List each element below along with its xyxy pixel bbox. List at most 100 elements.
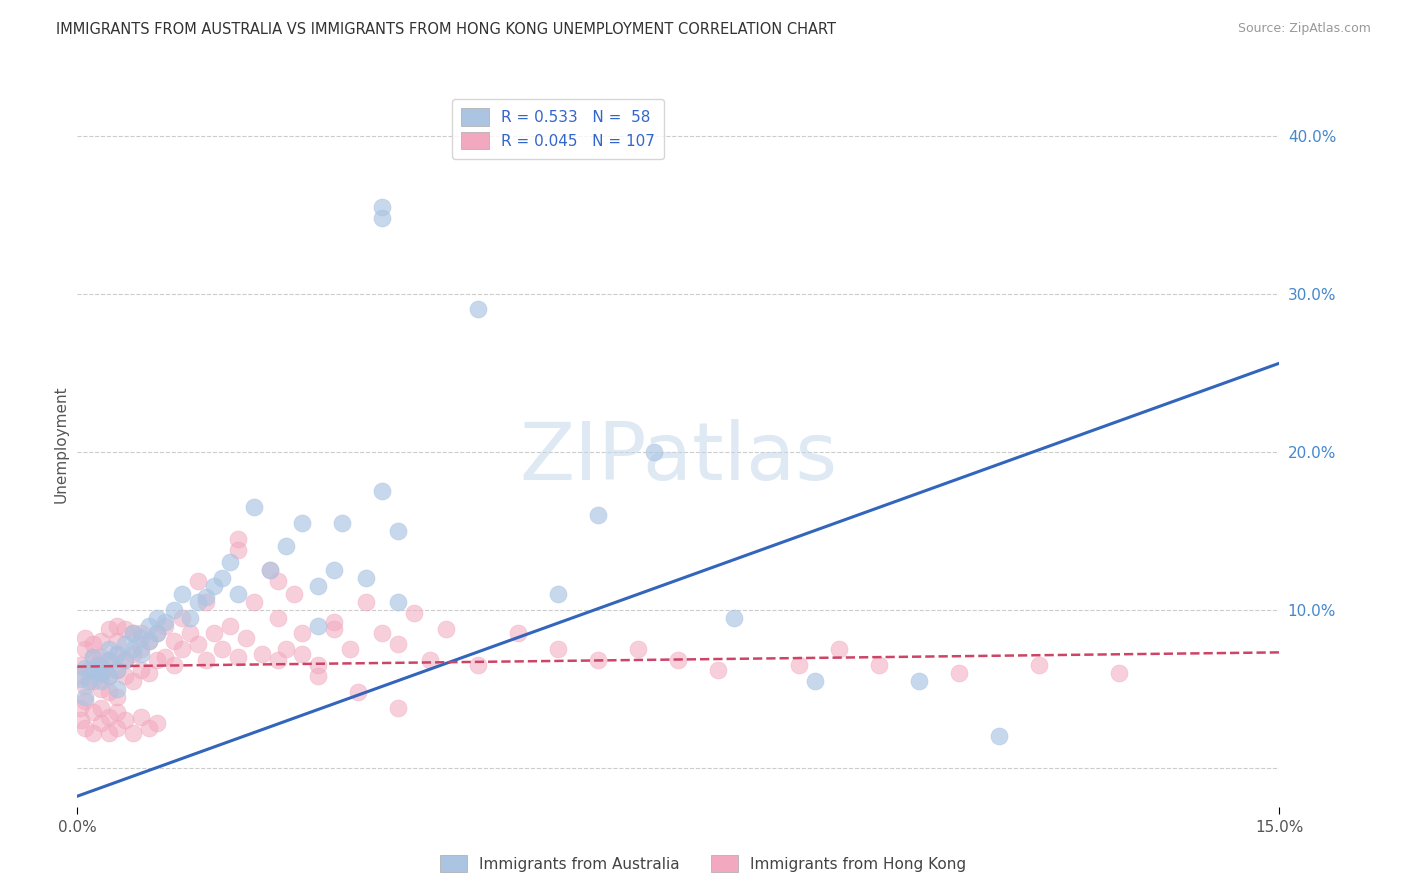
Point [114, 714, 136, 728]
Point [75, 690, 97, 704]
Point [131, 631, 153, 645]
Point [82, 673, 104, 688]
Point [259, 563, 281, 577]
Point [75, 721, 97, 735]
Point [354, 595, 377, 609]
Point [114, 622, 136, 636]
Point [107, 681, 129, 696]
Point [79, 673, 101, 688]
Point [179, 610, 201, 624]
Point [242, 500, 264, 514]
Point [86, 665, 108, 680]
Point [194, 590, 217, 604]
Point [75, 631, 97, 645]
Point [90, 673, 112, 688]
Point [170, 610, 193, 624]
Point [107, 663, 129, 677]
Point [787, 658, 810, 673]
Point [803, 673, 825, 688]
Point [419, 653, 441, 667]
Point [291, 626, 314, 640]
Point [187, 574, 209, 589]
Point [179, 626, 201, 640]
Point [828, 642, 851, 657]
Point [98, 726, 121, 740]
Point [322, 622, 344, 636]
Point [69, 658, 91, 673]
Point [371, 626, 394, 640]
Point [114, 653, 136, 667]
Text: ZIPatlas: ZIPatlas [519, 419, 838, 498]
Point [138, 618, 160, 632]
Point [371, 200, 394, 214]
Point [259, 563, 281, 577]
Point [131, 626, 153, 640]
Point [79, 663, 101, 677]
Point [107, 721, 129, 735]
Point [387, 524, 409, 538]
Point [138, 665, 160, 680]
Point [98, 685, 121, 699]
Point [467, 658, 489, 673]
Point [226, 532, 249, 546]
Point [107, 634, 129, 648]
Point [226, 587, 249, 601]
Point [146, 653, 169, 667]
Point [202, 579, 225, 593]
Point [291, 516, 314, 530]
Point [70, 669, 93, 683]
Point [82, 638, 104, 652]
Point [114, 653, 136, 667]
Point [90, 650, 112, 665]
Point [122, 726, 145, 740]
Point [643, 444, 665, 458]
Point [98, 710, 121, 724]
Point [948, 665, 970, 680]
Point [70, 672, 93, 686]
Point [131, 642, 153, 657]
Point [155, 615, 177, 630]
Point [162, 658, 184, 673]
Point [588, 508, 610, 522]
Point [242, 595, 264, 609]
Point [162, 603, 184, 617]
Point [138, 721, 160, 735]
Point [267, 574, 290, 589]
Point [107, 706, 129, 720]
Point [547, 587, 569, 601]
Point [146, 716, 169, 731]
Point [107, 647, 129, 661]
Point [202, 626, 225, 640]
Point [194, 653, 217, 667]
Point [98, 669, 121, 683]
Point [114, 669, 136, 683]
Point [122, 647, 145, 661]
Point [508, 626, 530, 640]
Point [122, 642, 145, 657]
Point [107, 647, 129, 661]
Point [588, 653, 610, 667]
Point [90, 665, 112, 680]
Point [138, 634, 160, 648]
Point [322, 563, 344, 577]
Point [307, 669, 329, 683]
Point [155, 650, 177, 665]
Point [339, 642, 361, 657]
Point [274, 540, 297, 554]
Point [211, 571, 233, 585]
Point [107, 690, 129, 704]
Point [90, 658, 112, 673]
Point [170, 587, 193, 601]
Point [75, 661, 97, 675]
Point [70, 714, 93, 728]
Point [90, 681, 112, 696]
Point [138, 634, 160, 648]
Point [371, 484, 394, 499]
Point [90, 634, 112, 648]
Point [218, 618, 240, 632]
Point [387, 700, 409, 714]
Point [908, 673, 931, 688]
Point [82, 650, 104, 665]
Point [75, 679, 97, 693]
Point [122, 673, 145, 688]
